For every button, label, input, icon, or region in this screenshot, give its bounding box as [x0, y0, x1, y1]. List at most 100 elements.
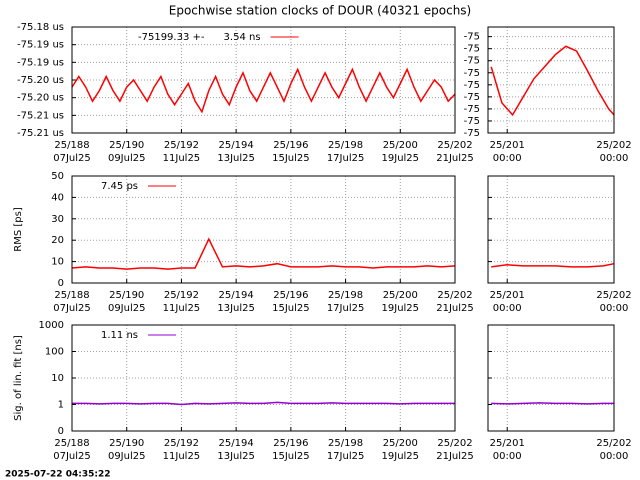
- x-tick-sublabel: 11Jul25: [163, 153, 201, 164]
- series-line: [71, 67, 456, 114]
- x-tick-label: 25/196: [273, 438, 308, 449]
- series-line: [491, 262, 615, 268]
- x-tick-label: 25/201: [490, 140, 525, 151]
- plot-frame: [487, 324, 615, 432]
- x-tick-label: 25/201: [490, 290, 525, 301]
- timestamp: 2025-07-22 04:35:22: [5, 470, 110, 480]
- chart-title: Epochwise station clocks of DOUR (40321 …: [169, 4, 472, 18]
- plot-frame: [71, 175, 456, 284]
- x-tick-sublabel: 09Jul25: [108, 303, 146, 314]
- y-tick-label: -75: [464, 128, 480, 139]
- series-line: [71, 237, 456, 270]
- y-tick-label: -75: [464, 104, 480, 115]
- x-tick-label: 25/198: [328, 290, 363, 301]
- y-tick-label: -75: [464, 32, 480, 43]
- x-tick-label: 25/192: [164, 140, 199, 151]
- x-tick-sublabel: 11Jul25: [163, 451, 201, 462]
- x-tick-label: 25/194: [219, 290, 254, 301]
- x-tick-label: 25/202: [596, 290, 631, 301]
- plot-frame: [487, 175, 615, 284]
- x-tick-label: 25/190: [109, 438, 144, 449]
- y-tick-label: -75.20 us: [17, 93, 64, 104]
- x-tick-sublabel: 13Jul25: [217, 303, 255, 314]
- y-tick-label: 10: [51, 257, 64, 268]
- x-tick-sublabel: 00:00: [600, 451, 629, 462]
- y-tick-label: 30: [51, 214, 64, 225]
- x-tick-label: 25/192: [164, 290, 199, 301]
- legend-label: -75199.33 +- 3.54 ns: [138, 32, 261, 43]
- x-tick-sublabel: 13Jul25: [217, 451, 255, 462]
- y-tick-label: -75: [464, 56, 480, 67]
- y-tick-label: 50: [51, 171, 64, 182]
- y-tick-label: -75.20 us: [17, 75, 64, 86]
- x-tick-label: 25/200: [383, 290, 418, 301]
- y-tick-label: -75: [464, 92, 480, 103]
- plot-frame: [71, 26, 456, 134]
- x-tick-sublabel: 15Jul25: [272, 303, 310, 314]
- legend-label: 1.11 ns: [101, 330, 138, 341]
- plot-frame: [71, 324, 456, 432]
- y-tick-label: 20: [51, 235, 64, 246]
- y-tick-label: -75.19 us: [17, 40, 64, 51]
- legend-label: 7.45 ps: [101, 181, 138, 192]
- x-tick-label: 25/190: [109, 140, 144, 151]
- y-tick-label: 0: [58, 278, 64, 289]
- x-tick-label: 25/196: [273, 140, 308, 151]
- y-tick-label: -75: [464, 80, 480, 91]
- x-tick-label: 25/192: [164, 438, 199, 449]
- x-tick-label: 25/194: [219, 140, 254, 151]
- x-tick-label: 25/202: [596, 438, 631, 449]
- y-axis-label: RMS [ps]: [13, 207, 24, 252]
- x-tick-sublabel: 17Jul25: [327, 153, 365, 164]
- x-tick-sublabel: 19Jul25: [382, 451, 420, 462]
- x-tick-label: 25/200: [383, 140, 418, 151]
- x-tick-label: 25/196: [273, 290, 308, 301]
- x-tick-sublabel: 13Jul25: [217, 153, 255, 164]
- x-tick-sublabel: 17Jul25: [327, 303, 365, 314]
- x-tick-label: 25/202: [437, 438, 472, 449]
- y-tick-label: 40: [51, 192, 64, 203]
- x-tick-sublabel: 00:00: [493, 153, 522, 164]
- y-tick-label: 1000: [39, 320, 64, 331]
- y-tick-label: -75: [464, 116, 480, 127]
- series-line: [490, 45, 615, 117]
- series-line: [491, 402, 614, 405]
- x-tick-label: 25/190: [109, 290, 144, 301]
- y-tick-label: -75.18 us: [17, 22, 64, 33]
- y-tick-label: 1: [58, 400, 64, 411]
- y-tick-label: 100: [45, 347, 64, 358]
- y-tick-label: 10: [51, 373, 64, 384]
- x-tick-label: 25/198: [328, 438, 363, 449]
- x-tick-sublabel: 11Jul25: [163, 303, 201, 314]
- x-tick-sublabel: 15Jul25: [272, 451, 310, 462]
- y-tick-label: -75: [464, 44, 480, 55]
- x-tick-label: 25/201: [490, 438, 525, 449]
- series-line: [72, 401, 455, 406]
- x-tick-sublabel: 07Jul25: [53, 303, 91, 314]
- x-tick-label: 25/202: [437, 290, 472, 301]
- y-tick-label: -75.21 us: [17, 110, 64, 121]
- x-tick-sublabel: 19Jul25: [382, 303, 420, 314]
- x-tick-label: 25/188: [54, 290, 89, 301]
- x-tick-label: 25/202: [437, 140, 472, 151]
- x-tick-sublabel: 07Jul25: [53, 451, 91, 462]
- x-tick-sublabel: 17Jul25: [327, 451, 365, 462]
- x-tick-sublabel: 00:00: [600, 303, 629, 314]
- x-tick-sublabel: 07Jul25: [53, 153, 91, 164]
- x-tick-sublabel: 00:00: [493, 303, 522, 314]
- plot-frame: [487, 26, 615, 134]
- x-tick-sublabel: 15Jul25: [272, 153, 310, 164]
- x-tick-sublabel: 21Jul25: [436, 153, 474, 164]
- y-tick-label: 0: [58, 426, 64, 437]
- x-tick-label: 25/198: [328, 140, 363, 151]
- x-tick-label: 25/188: [54, 140, 89, 151]
- x-tick-sublabel: 00:00: [600, 153, 629, 164]
- y-tick-label: -75.19 us: [17, 57, 64, 68]
- x-tick-sublabel: 21Jul25: [436, 303, 474, 314]
- y-tick-label: -75: [464, 68, 480, 79]
- x-tick-label: 25/188: [54, 438, 89, 449]
- x-tick-sublabel: 09Jul25: [108, 451, 146, 462]
- x-tick-sublabel: 09Jul25: [108, 153, 146, 164]
- x-tick-label: 25/200: [383, 438, 418, 449]
